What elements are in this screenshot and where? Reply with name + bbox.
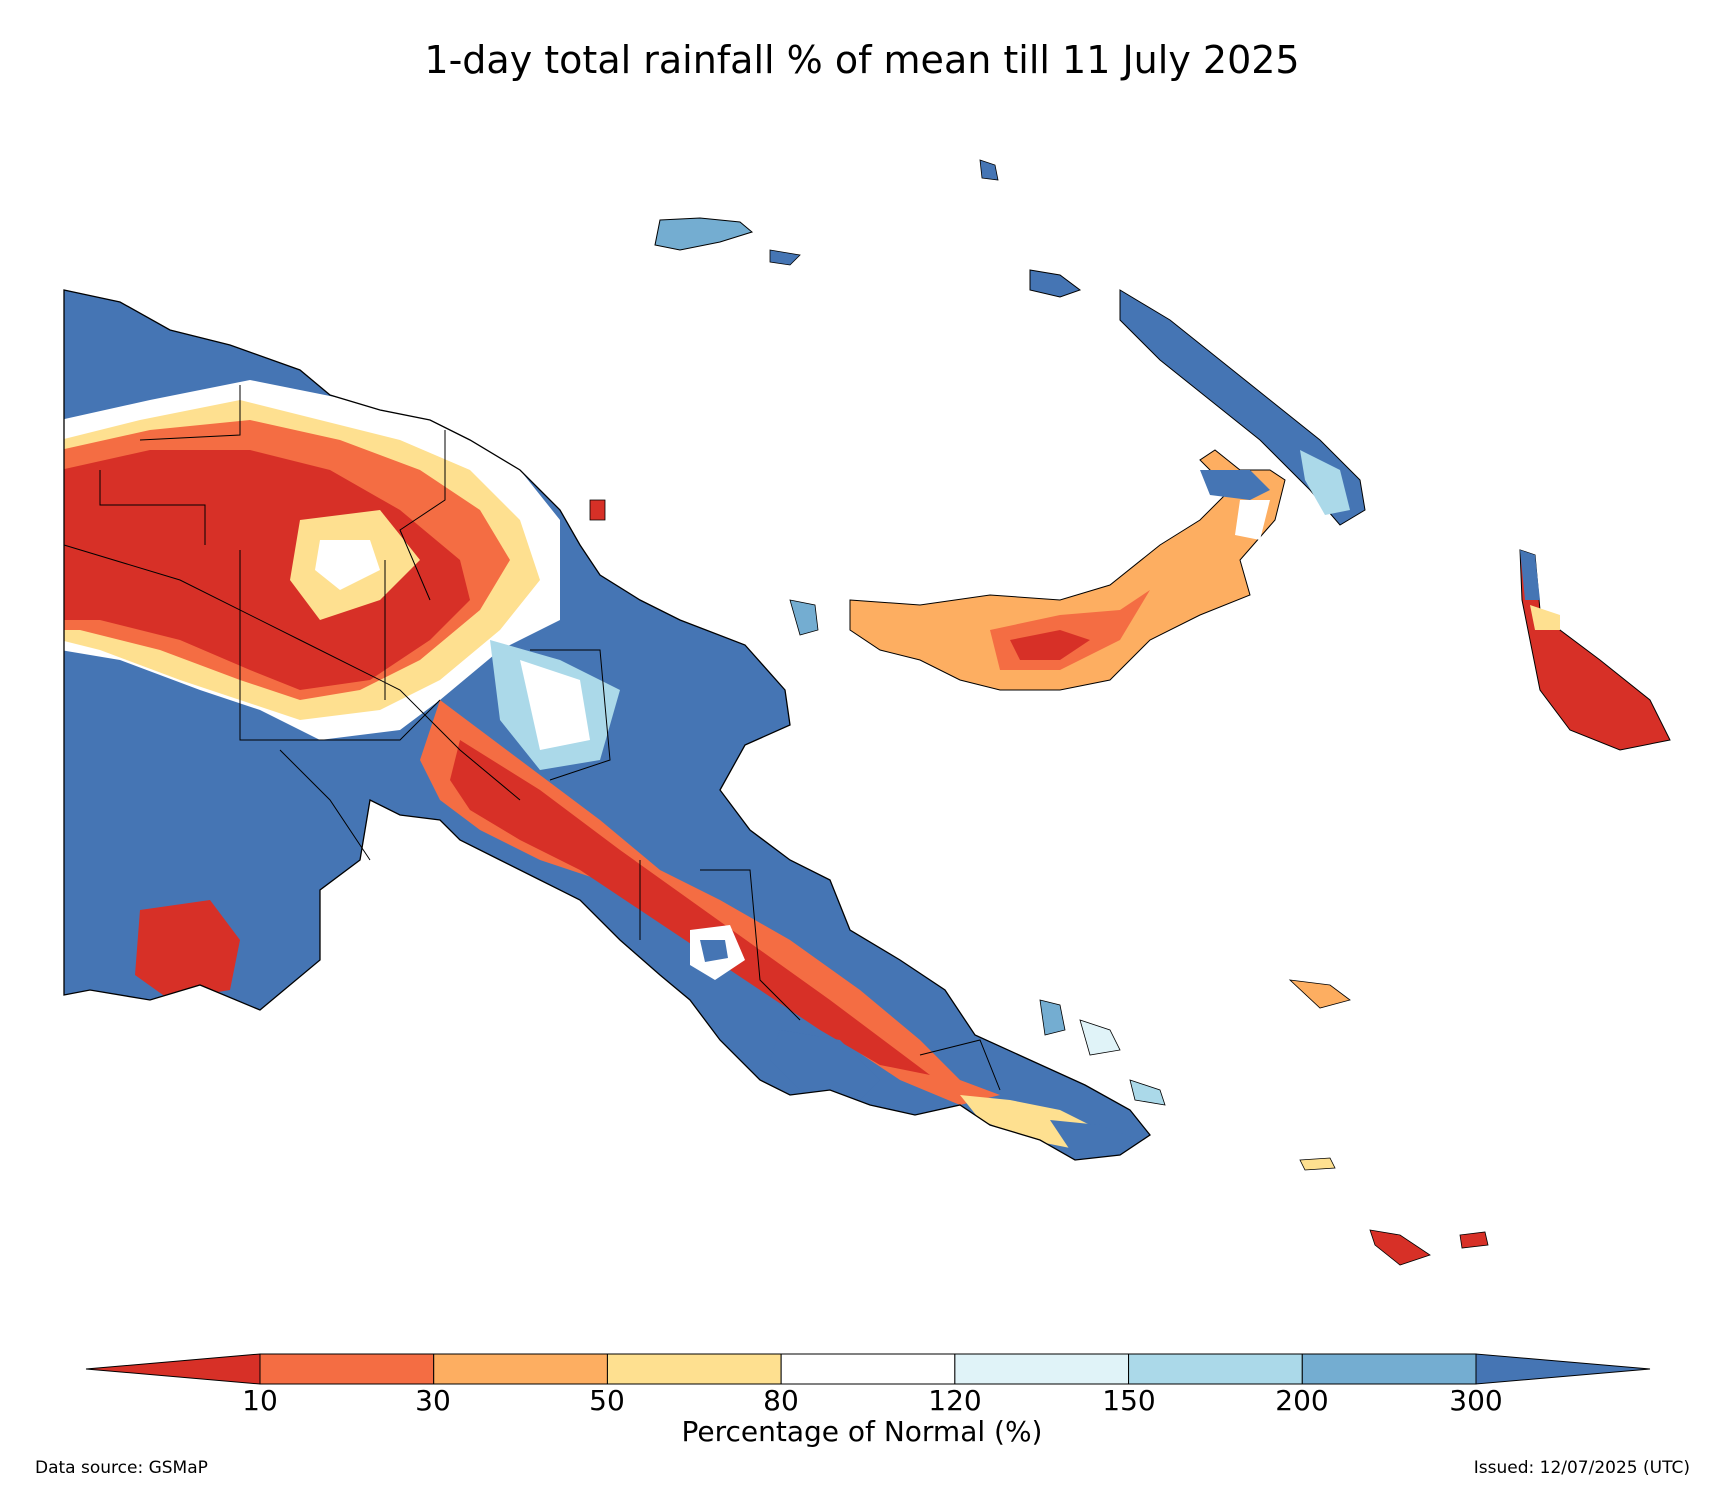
colorbar-label: Percentage of Normal (%) xyxy=(681,1415,1043,1448)
colorbar-segment xyxy=(433,1353,608,1385)
colorbar-tick-30: 30 xyxy=(415,1384,451,1417)
colorbar-tick-300: 300 xyxy=(1449,1384,1503,1417)
mainland-new-guinea xyxy=(64,290,1150,1160)
colorbar-segment xyxy=(606,1353,782,1385)
colorbar-extend-low xyxy=(85,1353,261,1385)
karkar-island xyxy=(589,499,606,521)
colorbar-tick-50: 50 xyxy=(589,1384,625,1417)
new-ireland xyxy=(979,159,1366,526)
colorbar-tick-80: 80 xyxy=(763,1384,799,1417)
new-britain xyxy=(849,449,1286,691)
colorbar-segment xyxy=(259,1353,435,1385)
province-borders xyxy=(63,385,1001,1091)
colorbar-segment xyxy=(1301,1353,1477,1385)
colorbar-segment xyxy=(954,1353,1130,1385)
long-island xyxy=(789,599,819,636)
colorbar-tick-120: 120 xyxy=(928,1384,982,1417)
map-title: 1-day total rainfall % of mean till 11 J… xyxy=(424,38,1300,82)
colorbar-tick-200: 200 xyxy=(1275,1384,1329,1417)
milne-bay-islands xyxy=(1039,979,1489,1266)
colorbar-segment xyxy=(780,1353,956,1385)
mainland-coastline xyxy=(63,289,1151,1161)
colorbar-extend-high xyxy=(1475,1353,1651,1385)
data-source-note: Data source: GSMaP xyxy=(35,1458,208,1478)
colorbar-tick-150: 150 xyxy=(1102,1384,1156,1417)
issued-date-note: Issued: 12/07/2025 (UTC) xyxy=(1473,1458,1690,1478)
colorbar-segment xyxy=(1128,1353,1303,1385)
manus-island xyxy=(654,217,801,266)
bougainville xyxy=(1519,549,1671,751)
colorbar xyxy=(85,1353,1651,1385)
colorbar-tick-10: 10 xyxy=(242,1384,278,1417)
